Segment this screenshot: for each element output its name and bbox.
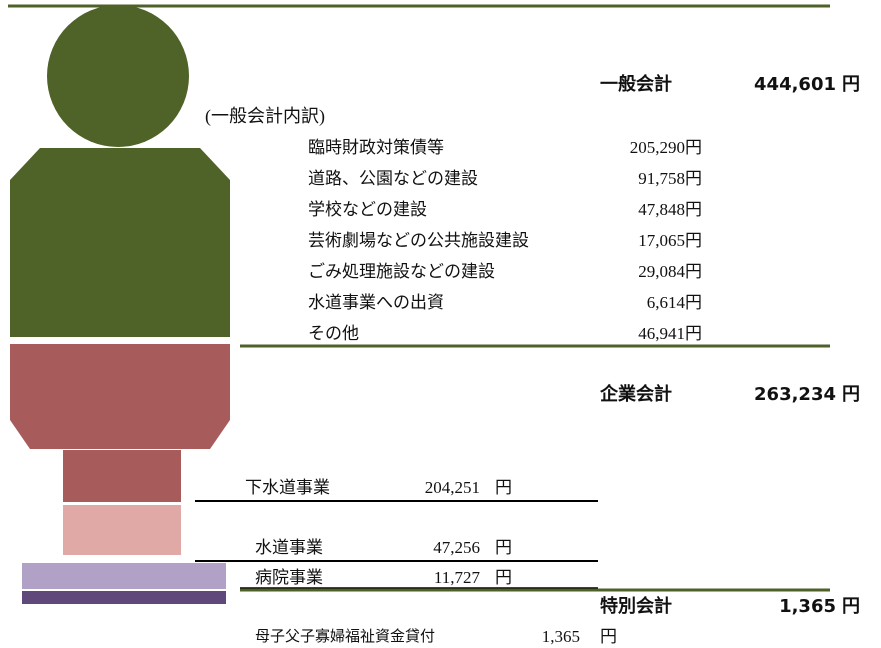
total: 263,234 [754,384,836,405]
item-amount: 205,290円 [629,138,702,157]
item-label: 芸術劇場などの公共施設建設 [308,231,529,250]
item-label: 病院事業 [255,568,323,587]
item-amount: 47,848円 [638,200,702,219]
item-unit: 円 [495,538,512,557]
item-label: 道路、公園などの建設 [308,169,478,188]
heading: 一般会計 [600,74,672,95]
item-label: その他 [308,324,359,343]
item-amount: 91,758円 [638,169,702,188]
head [47,5,189,147]
item-unit: 円 [600,627,617,646]
item-unit: 円 [495,478,512,497]
item-amount: 17,065円 [638,231,702,250]
item-amount: 6,614円 [646,293,702,312]
body-enterprise [10,344,230,449]
unit: 円 [842,384,860,405]
item-label: 水道事業への出資 [308,293,444,312]
item-amount: 47,256 [433,538,480,557]
heading: 特別会計 [600,596,672,617]
leg-sewer [63,450,181,502]
item-amount: 11,727 [433,568,480,587]
unit: 円 [842,74,860,95]
body-general [10,148,230,337]
item-label: 母子父子寡婦福祉資金貸付 [255,629,436,645]
item-label: ごみ処理施設などの建設 [308,262,495,281]
foot-special [22,591,226,604]
item-amount: 204,251 [424,478,480,497]
heading: 企業会計 [600,384,672,405]
total: 444,601 [754,74,836,95]
item-amount: 1,365 [541,627,580,646]
item-unit: 円 [495,568,512,587]
leg-water [63,505,181,555]
item-amount: 29,084円 [638,262,702,281]
unit: 円 [842,596,860,617]
item-amount: 46,941円 [638,324,702,343]
item-label: 下水道事業 [245,478,330,497]
item-label: 水道事業 [255,538,323,557]
total: 1,365 [779,596,836,617]
item-label: 学校などの建設 [308,200,427,219]
item-label: 臨時財政対策債等 [308,138,444,157]
breakdown-title: (一般会計内訳) [205,106,325,126]
foot-hospital [22,563,226,589]
